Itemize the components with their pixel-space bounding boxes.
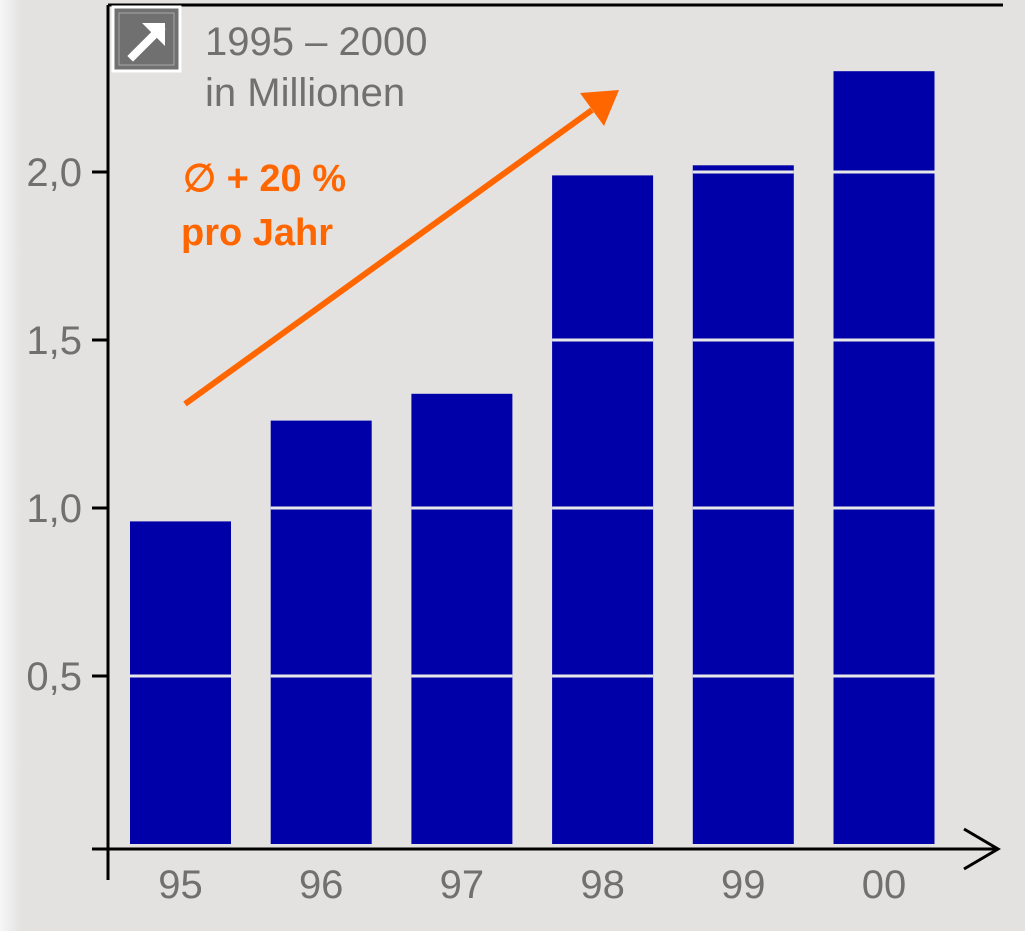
trend-arrow: [183, 90, 619, 407]
y-axis-ticks: 0,5 1,0 1,5 2,0: [26, 151, 108, 699]
y-tick-label: 2,0: [26, 151, 82, 195]
bar-97: [411, 393, 513, 844]
bar-98: [552, 175, 654, 844]
x-tick-label: 96: [299, 863, 344, 907]
chart-subtitle: in Millionen: [205, 71, 405, 115]
y-tick-label: 1,0: [26, 487, 82, 531]
x-tick-label: 98: [580, 863, 625, 907]
bar-95: [130, 521, 231, 844]
left-edge-shade: [0, 0, 22, 931]
growth-annotation-line1: ∅ + 20 %: [183, 158, 346, 200]
chart-title: 1995 – 2000: [205, 20, 427, 64]
x-tick-label: 95: [158, 863, 203, 907]
bar-96: [270, 420, 372, 844]
x-tick-label: 97: [440, 863, 485, 907]
growth-annotation-line2: pro Jahr: [181, 212, 333, 254]
bar-00: [833, 71, 935, 844]
x-axis-ticks: 95 96 97 98 99 00: [158, 863, 906, 907]
bar-99: [692, 165, 794, 845]
x-tick-label: 00: [862, 863, 907, 907]
x-axis-arrowhead: [963, 827, 1001, 871]
bars-layer: [130, 71, 935, 845]
x-tick-label: 99: [721, 863, 766, 907]
arrow-up-right-icon: [111, 5, 182, 73]
y-tick-label: 0,5: [26, 655, 82, 699]
y-tick-label: 1,5: [26, 319, 82, 363]
